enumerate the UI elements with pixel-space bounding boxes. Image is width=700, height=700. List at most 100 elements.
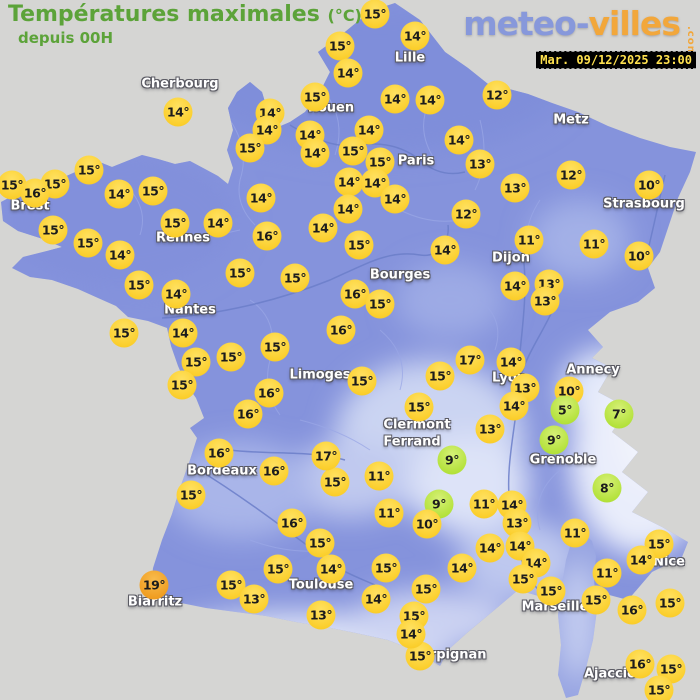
temp-bubble: 14° [308,213,338,243]
temp-bubble: 9° [424,489,454,519]
temp-bubble: 11° [469,489,499,519]
temp-bubble: 7° [604,399,634,429]
city-label-grenoble: Grenoble [529,452,597,468]
city-label-ferrand: Ferrand [383,434,441,450]
temp-bubble: 13° [239,584,269,614]
logo-part-blue: meteo- [463,4,589,43]
temp-bubble: 15° [338,136,368,166]
temp-bubble: 12° [451,199,481,229]
city-label-marseille: Marseille [521,599,589,615]
temp-bubble: 15° [644,529,674,559]
temp-bubble: 15° [404,392,434,422]
datetime-stamp: Mar. 09/12/2025 23:00 [536,51,696,69]
temp-bubble: 15° [655,588,685,618]
temp-bubble: 5° [550,395,580,425]
title-text: Températures maximales [8,2,320,27]
temp-bubble: 15° [109,318,139,348]
temp-bubble: 16° [252,221,282,251]
temp-bubble: 14° [361,584,391,614]
logo-com-suffix: .com [685,26,696,58]
temp-bubble: 16° [617,595,647,625]
temp-bubble: 14° [300,138,330,168]
temp-bubble: 14° [354,115,384,145]
temp-bubble: 15° [263,554,293,584]
temp-bubble: 14° [444,125,474,155]
temp-bubble: 17° [311,441,341,471]
temp-bubble: 10° [412,509,442,539]
temp-bubble: 13° [475,414,505,444]
title-unit: (°C) [327,6,362,25]
temp-bubble: 15° [124,270,154,300]
site-logo[interactable]: meteo-villes [463,4,681,43]
temp-bubble: 15° [305,528,335,558]
temp-bubble: 14° [105,240,135,270]
city-label-dijon: Dijon [492,250,530,266]
city-label-cherbourg: Cherbourg [141,76,219,92]
temp-bubble: 14° [334,167,364,197]
temp-bubble: 14° [396,619,426,649]
temp-bubble: 14° [163,97,193,127]
temp-bubble: 11° [560,518,590,548]
temp-bubble: 15° [320,467,350,497]
temp-bubble: 15° [216,342,246,372]
temp-bubble: 14° [430,235,460,265]
temp-bubble: 14° [415,85,445,115]
temp-bubble: 14° [203,208,233,238]
temp-bubble: 16° [277,508,307,538]
city-label-clermont: Clermont [383,417,451,433]
temp-bubble: 12° [556,160,586,190]
page-subtitle: depuis 00H [18,29,114,47]
temp-bubble: 14° [333,194,363,224]
temp-bubble: 16° [625,649,655,679]
temp-bubble: 10° [634,170,664,200]
temp-bubble: 15° [411,574,441,604]
temp-bubble: 15° [508,564,538,594]
temp-bubble: 13° [530,286,560,316]
temp-bubble: 13° [500,173,530,203]
temp-bubble: 15° [644,675,674,700]
temp-bubble: 11° [374,498,404,528]
logo-part-orange: villes [588,4,681,43]
temp-bubble: 10° [624,241,654,271]
city-label-paris: Paris [397,153,435,169]
page-title: Températures maximales (°C) [8,2,362,27]
temp-bubble: 15° [260,332,290,362]
temp-bubble: 16° [233,399,263,429]
temp-bubble: 8° [592,473,622,503]
city-label-bourges: Bourges [369,267,431,283]
temp-bubble: 15° [160,208,190,238]
temp-bubble: 14° [380,84,410,114]
temp-bubble: 15° [365,289,395,319]
temp-bubble: 15° [138,176,168,206]
temp-bubble: 16° [340,279,370,309]
temp-bubble: 14° [246,183,276,213]
temp-bubble: 19° [139,570,169,600]
temp-bubble: 11° [592,558,622,588]
city-label-biarritz: Biarritz [127,594,183,610]
temp-bubble: 14° [626,545,656,575]
temp-bubble: 17° [455,345,485,375]
temp-bubble: 15° [216,570,246,600]
temp-bubble: 15° [371,553,401,583]
temp-bubble: 11° [514,225,544,255]
temp-bubble: 9° [437,445,467,475]
temp-bubble: 15° [536,576,566,606]
temp-bubble: 14° [104,179,134,209]
temp-bubble: 14° [500,271,530,301]
temp-bubble: 11° [364,461,394,491]
city-label-strasbourg: Strasbourg [603,196,685,212]
temp-bubble: 14° [161,279,191,309]
city-label-ajaccio: Ajaccio [583,666,637,682]
temp-bubble: 15° [300,82,330,112]
temp-bubble: 13° [306,600,336,630]
city-label-annecy: Annecy [566,362,620,378]
temp-bubble: 15° [38,215,68,245]
temp-bubble: 15° [347,366,377,396]
temp-bubble: 15° [360,0,390,29]
temp-bubble: 15° [425,361,455,391]
temp-bubble: 14° [475,533,505,563]
temp-bubble: 14° [380,184,410,214]
city-label-limoges: Limoges [289,367,351,383]
temp-bubble: 14° [400,21,430,51]
temp-bubble: 15° [225,258,255,288]
